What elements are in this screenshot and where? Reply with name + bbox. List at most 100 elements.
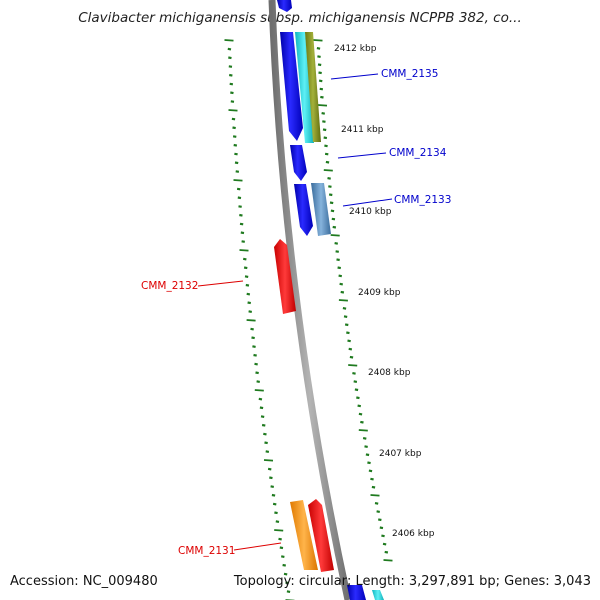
minor-tick [251,336,255,340]
minor-tick [285,581,289,585]
minor-tick [321,112,326,115]
minor-tick [232,126,236,130]
minor-tick [253,353,257,357]
tick-label: 2412 kbp [334,44,377,54]
minor-tick [356,396,360,400]
minor-tick [261,423,266,427]
minor-tick [239,222,244,226]
minor-tick [263,432,267,436]
gene-arrow-cmm-2132 [274,239,296,314]
minor-tick [324,144,328,148]
tick-label: 2407 kbp [379,449,422,459]
major-tick [246,319,256,322]
major-tick [338,299,348,302]
minor-tick [367,461,371,465]
tick-label: 2410 kbp [349,207,392,217]
gene-arrow-cmm-2134 [290,145,307,181]
minor-tick [255,371,259,375]
minor-tick [252,345,256,348]
minor-tick [377,518,382,522]
minor-tick [360,420,364,424]
gene-label-cmm-2134[interactable]: CMM_2134 [389,147,447,159]
gene-arrow-cmm-2135 [280,32,303,141]
minor-tick [280,555,285,558]
minor-tick [230,91,234,95]
topology-summary: Topology: circular; Length: 3,297,891 bp… [233,574,591,589]
minor-tick [324,152,329,156]
minor-tick [348,347,353,351]
major-tick [313,39,323,42]
minor-tick [322,120,326,123]
gene-label-cmm-2135[interactable]: CMM_2135 [381,68,438,80]
minor-tick [338,274,343,278]
minor-tick [228,73,233,77]
minor-tick [227,47,232,51]
tick-label: 2409 kbp [358,288,401,298]
minor-tick [275,520,280,523]
minor-tick [384,550,389,554]
tick-label: 2408 kbp [368,368,411,378]
minor-tick [364,445,368,448]
minor-tick [332,225,337,229]
gene-steel [311,183,331,236]
minor-tick [235,170,240,173]
minor-tick [269,476,273,480]
major-tick [228,109,238,112]
gene-label-cmm-2133[interactable]: CMM_2133 [394,194,451,206]
minor-tick [327,177,331,180]
minor-tick [248,310,253,313]
minor-tick [272,502,277,506]
minor-tick [241,240,245,243]
major-tick [224,39,234,42]
minor-tick [274,511,278,515]
minor-tick [354,388,359,392]
minor-tick [318,79,323,83]
minor-tick [228,56,232,60]
minor-tick [264,441,268,445]
major-tick [274,529,284,532]
gene-arrow-blue-top [277,0,292,12]
accession-text: Accession: NC_009480 [10,574,158,589]
gene-arrow-blue-bottom [347,585,366,600]
minor-tick [234,161,239,165]
minor-tick [250,327,254,331]
minor-tick [347,339,351,343]
minor-tick [323,136,328,140]
minor-tick [260,415,265,418]
minor-tick [381,534,385,538]
minor-tick [330,209,335,213]
minor-tick [279,546,284,550]
minor-tick [317,63,322,67]
major-tick [348,364,358,367]
minor-tick [259,406,264,410]
minor-tick [358,412,363,416]
minor-tick [368,469,373,473]
minor-tick [328,193,333,197]
backbone-arc [268,0,352,600]
minor-tick [229,82,234,86]
minor-tick [374,502,379,505]
minor-tick [247,301,252,305]
leader-line-cmm-2135 [330,73,379,80]
major-tick [233,179,243,182]
minor-tick [319,87,324,91]
minor-tick [231,117,236,121]
minor-tick [234,152,238,156]
gene-label-cmm-2132[interactable]: CMM_2132 [141,280,198,292]
major-tick [358,429,368,432]
major-tick [317,104,328,107]
minor-tick [346,331,350,335]
minor-tick [371,485,376,489]
minor-tick [237,196,242,200]
gene-arrow-cmm-2133 [294,184,313,236]
minor-tick [318,71,322,75]
minor-tick [317,55,321,58]
reverse-strand-track [224,39,295,600]
minor-tick [242,257,247,261]
leader-line-cmm-2132 [197,280,244,287]
minor-tick [233,143,238,147]
minor-tick [325,160,330,164]
gene-label-cmm-2131[interactable]: CMM_2131 [178,545,235,557]
minor-tick [337,266,342,270]
minor-tick [240,231,245,235]
